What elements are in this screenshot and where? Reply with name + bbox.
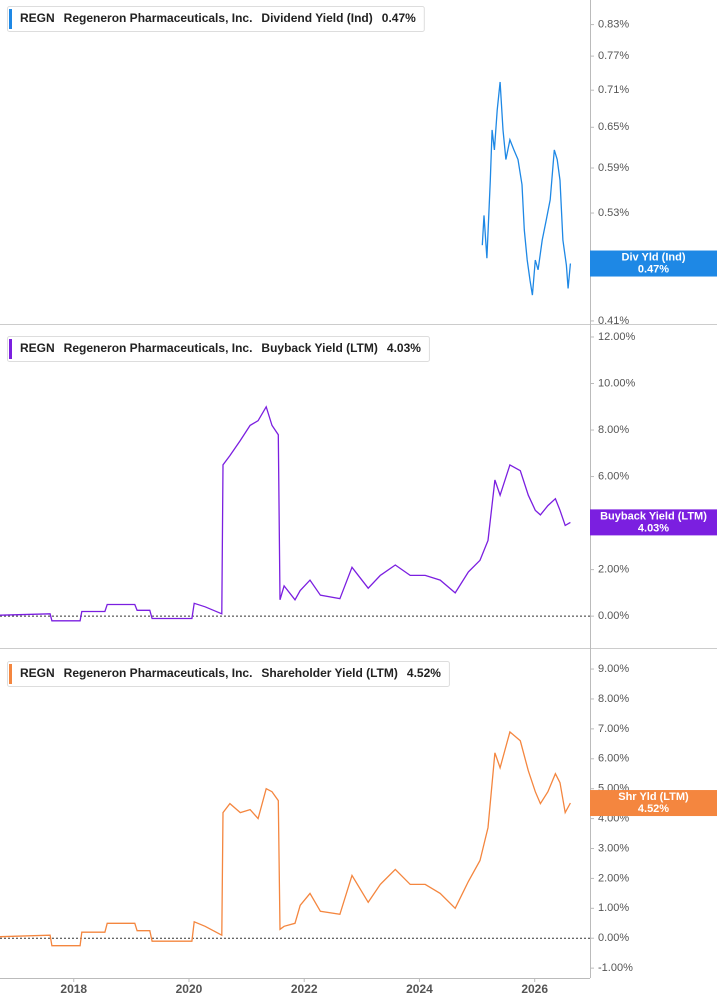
x-tick-label: 2018 xyxy=(60,982,87,996)
y-tick-label: 6.00% xyxy=(598,470,629,482)
y-tick-label: 8.00% xyxy=(598,693,629,705)
legend-ticker: REGN xyxy=(20,11,55,25)
y-tick-label: 3.00% xyxy=(598,842,629,854)
legend-value: 4.03% xyxy=(387,341,421,355)
legend-swatch xyxy=(9,664,12,684)
y-tick-label: 0.77% xyxy=(598,50,629,62)
y-tick-label: 9.00% xyxy=(598,663,629,675)
flag-value: 4.03% xyxy=(638,522,669,534)
legend-ticker: REGN xyxy=(20,341,55,355)
legend-value: 4.52% xyxy=(407,666,441,680)
y-tick-label: 1.00% xyxy=(598,902,629,914)
legend-box xyxy=(7,6,425,32)
last-value-flag xyxy=(590,250,717,277)
y-tick-label: 7.00% xyxy=(598,723,629,735)
x-tick-label: 2024 xyxy=(406,982,433,996)
y-tick-label: 0.41% xyxy=(598,315,629,327)
y-tick-label: 2.00% xyxy=(598,872,629,884)
y-tick-label: 0.00% xyxy=(598,610,629,622)
flag-label: Div Yld (Ind) xyxy=(622,251,686,263)
legend-swatch xyxy=(9,339,12,359)
y-tick-label: 0.65% xyxy=(598,121,629,133)
legend-box xyxy=(7,661,450,687)
x-tick-label: 2026 xyxy=(521,982,548,996)
y-tick-label: 8.00% xyxy=(598,424,629,436)
series-line xyxy=(481,81,572,296)
legend-series: Buyback Yield (LTM) xyxy=(261,341,377,355)
y-tick-label: 2.00% xyxy=(598,564,629,576)
legend-company: Regeneron Pharmaceuticals, Inc. xyxy=(64,666,253,680)
y-tick-label: 12.00% xyxy=(598,331,636,343)
flag-label: Buyback Yield (LTM) xyxy=(600,510,707,522)
y-tick-label: 0.83% xyxy=(598,18,629,30)
y-tick-label: 0.71% xyxy=(598,84,629,96)
legend-company: Regeneron Pharmaceuticals, Inc. xyxy=(64,11,253,25)
flag-value: 0.47% xyxy=(638,263,669,275)
series-line xyxy=(0,730,571,947)
flag-label: Shr Yld (LTM) xyxy=(618,791,689,803)
y-tick-label: 0.00% xyxy=(598,932,629,944)
legend-swatch xyxy=(9,9,12,29)
y-tick-label: 6.00% xyxy=(598,753,629,765)
y-tick-label: 0.53% xyxy=(598,207,629,219)
legend-company: Regeneron Pharmaceuticals, Inc. xyxy=(64,341,253,355)
legend-ticker: REGN xyxy=(20,666,55,680)
flag-value: 4.52% xyxy=(638,803,669,815)
series-line xyxy=(0,405,571,622)
legend-box xyxy=(7,336,430,362)
x-tick-label: 2022 xyxy=(291,982,318,996)
legend-series: Dividend Yield (Ind) xyxy=(261,11,372,25)
legend-series: Shareholder Yield (LTM) xyxy=(261,666,397,680)
y-tick-label: -1.00% xyxy=(598,962,633,974)
last-value-flag xyxy=(590,790,717,817)
legend-value: 0.47% xyxy=(382,11,416,25)
last-value-flag xyxy=(590,509,717,536)
y-tick-label: 10.00% xyxy=(598,377,636,389)
x-tick-label: 2020 xyxy=(176,982,203,996)
y-tick-label: 0.59% xyxy=(598,162,629,174)
